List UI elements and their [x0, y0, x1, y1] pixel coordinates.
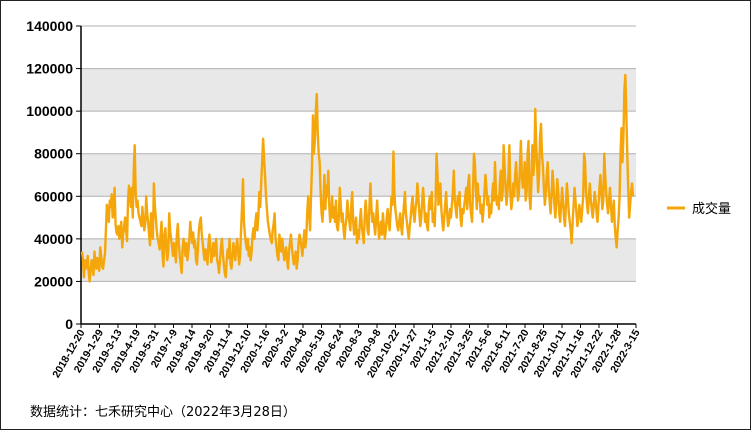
y-tick-label: 20000: [34, 273, 73, 289]
legend: 成交量: [667, 201, 731, 217]
y-axis: 0 20000 40000 60000 80000 100000 120000 140000: [26, 18, 82, 332]
y-tick-label: 120000: [26, 61, 73, 77]
series-line-volume: [80, 73, 635, 283]
y-tick-label: 60000: [34, 188, 73, 204]
y-tick-label: 0: [65, 316, 73, 332]
y-tick-label: 100000: [26, 103, 73, 119]
grid-band: [81, 68, 636, 112]
y-tick-label: 80000: [34, 146, 73, 162]
x-axis: 2018-12-202019-1-292019-3-132019-4-19201…: [50, 323, 643, 380]
y-tick-label: 140000: [26, 18, 73, 34]
source-note: 数据统计：七禾研究中心（2022年3月28日）: [30, 405, 296, 420]
legend-label: 成交量: [692, 201, 731, 217]
y-tick-label: 40000: [34, 231, 73, 247]
